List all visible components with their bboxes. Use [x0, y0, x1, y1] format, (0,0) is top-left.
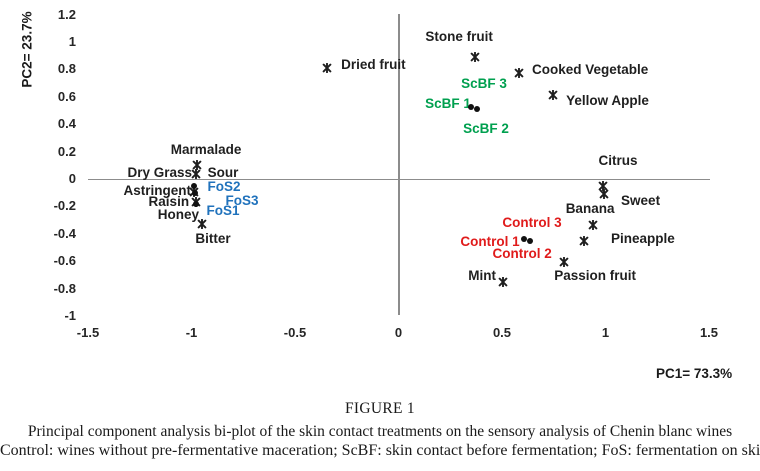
label-scbf-1: ScBF 1 — [425, 96, 471, 112]
treatment-dot — [192, 189, 199, 196]
treatment-dot — [190, 182, 197, 189]
marker-pineapple — [579, 233, 589, 251]
x-tick-0: 0 — [394, 325, 403, 340]
y-tick--0.8: -0.8 — [53, 280, 76, 296]
marker-dried-fruit — [322, 60, 332, 78]
treatment-dot — [521, 236, 528, 242]
y-tick--0.2: -0.2 — [53, 198, 76, 214]
y-tick-0.8: 0.8 — [57, 61, 76, 77]
label-control-2: Control 2 — [492, 245, 552, 261]
label-stone-fruit: Stone fruit — [425, 29, 493, 45]
label-control-3: Control 3 — [502, 214, 562, 230]
caption-line-1: Principal component analysis bi-plot of … — [27, 423, 733, 440]
y-tick-0.4: 0.4 — [57, 116, 76, 132]
x-tick-1.5: 1.5 — [699, 325, 719, 340]
label-astringent: Astringent — [123, 183, 191, 198]
label-raisin: Raisin — [148, 194, 190, 209]
label-dry-grass: Dry Grass — [127, 165, 193, 181]
y-tick--0.4: -0.4 — [53, 225, 76, 241]
y-tick-0.6: 0.6 — [57, 88, 76, 104]
treatment-dot — [193, 200, 200, 207]
treatment-dot — [473, 105, 480, 112]
label-marmalade: Marmalade — [170, 142, 242, 157]
x-tick-0.5: 0.5 — [492, 325, 512, 340]
marker-marmalade — [192, 157, 202, 175]
x-tick--1.5: -1.5 — [76, 325, 100, 340]
marker-honey — [197, 216, 207, 234]
label-mint: Mint — [468, 268, 497, 283]
label-yellow-apple: Yellow Apple — [566, 93, 649, 108]
figure-label: FIGURE 1 — [344, 400, 415, 417]
label-bitter: Bitter — [195, 231, 231, 246]
y-tick-1: 1 — [68, 34, 76, 49]
y-tick-0.2: 0.2 — [57, 143, 76, 159]
x-axis-title: PC1= 73.3% — [656, 366, 733, 381]
x-tick--0.5: -0.5 — [283, 325, 307, 340]
label-cooked-vegetable: Cooked Vegetable — [531, 61, 649, 77]
y-tick-1.2: 1.2 — [57, 6, 76, 22]
label-dried-fruit: Dried fruit — [341, 57, 406, 73]
label-fos1: FoS1 — [206, 203, 240, 219]
x-tick--1: -1 — [185, 325, 198, 340]
marker-yellow-apple — [548, 87, 558, 105]
label-fos2: FoS2 — [207, 178, 241, 194]
plot-area: PC2= 23.7% 1.2 1 0.8 0.6 0.4 0.2 0 -0.2 -0.4 -0.6… — [19, 6, 719, 340]
caption-line-2: Control: wines without pre-fermentative … — [0, 442, 760, 459]
y-zero-axis-line — [398, 14, 400, 315]
treatment-dot — [527, 238, 534, 245]
y-tick--0.6: -0.6 — [53, 253, 76, 269]
marker-banana — [588, 217, 598, 235]
marker-sweet — [599, 186, 609, 204]
marker-stone-fruit — [470, 49, 480, 67]
treatment-dot — [467, 103, 474, 110]
x-tick-1: 1 — [601, 325, 610, 340]
y-tick--1: -1 — [64, 308, 76, 323]
label-banana: Banana — [565, 201, 615, 217]
marker-mint — [498, 274, 508, 292]
marker-passion-fruit — [559, 254, 569, 272]
label-sour: Sour — [207, 164, 239, 180]
y-axis-title: PC2= 23.7% — [19, 11, 35, 88]
label-passion-fruit: Passion fruit — [554, 268, 636, 283]
label-sweet: Sweet — [621, 193, 661, 209]
label-citrus: Citrus — [598, 152, 638, 168]
label-control-1: Control 1 — [460, 234, 520, 250]
label-pineapple: Pineapple — [610, 231, 675, 247]
label-scbf-2: ScBF 2 — [463, 120, 509, 136]
marker-citrus — [598, 178, 608, 196]
label-scbf-3: ScBF 3 — [461, 76, 507, 92]
marker-dry-grass — [191, 166, 201, 184]
label-honey: Honey — [157, 207, 200, 223]
label-fos3: FoS3 — [225, 193, 259, 209]
y-tick-0: 0 — [68, 171, 76, 186]
marker-cooked-vegetable — [514, 65, 524, 83]
